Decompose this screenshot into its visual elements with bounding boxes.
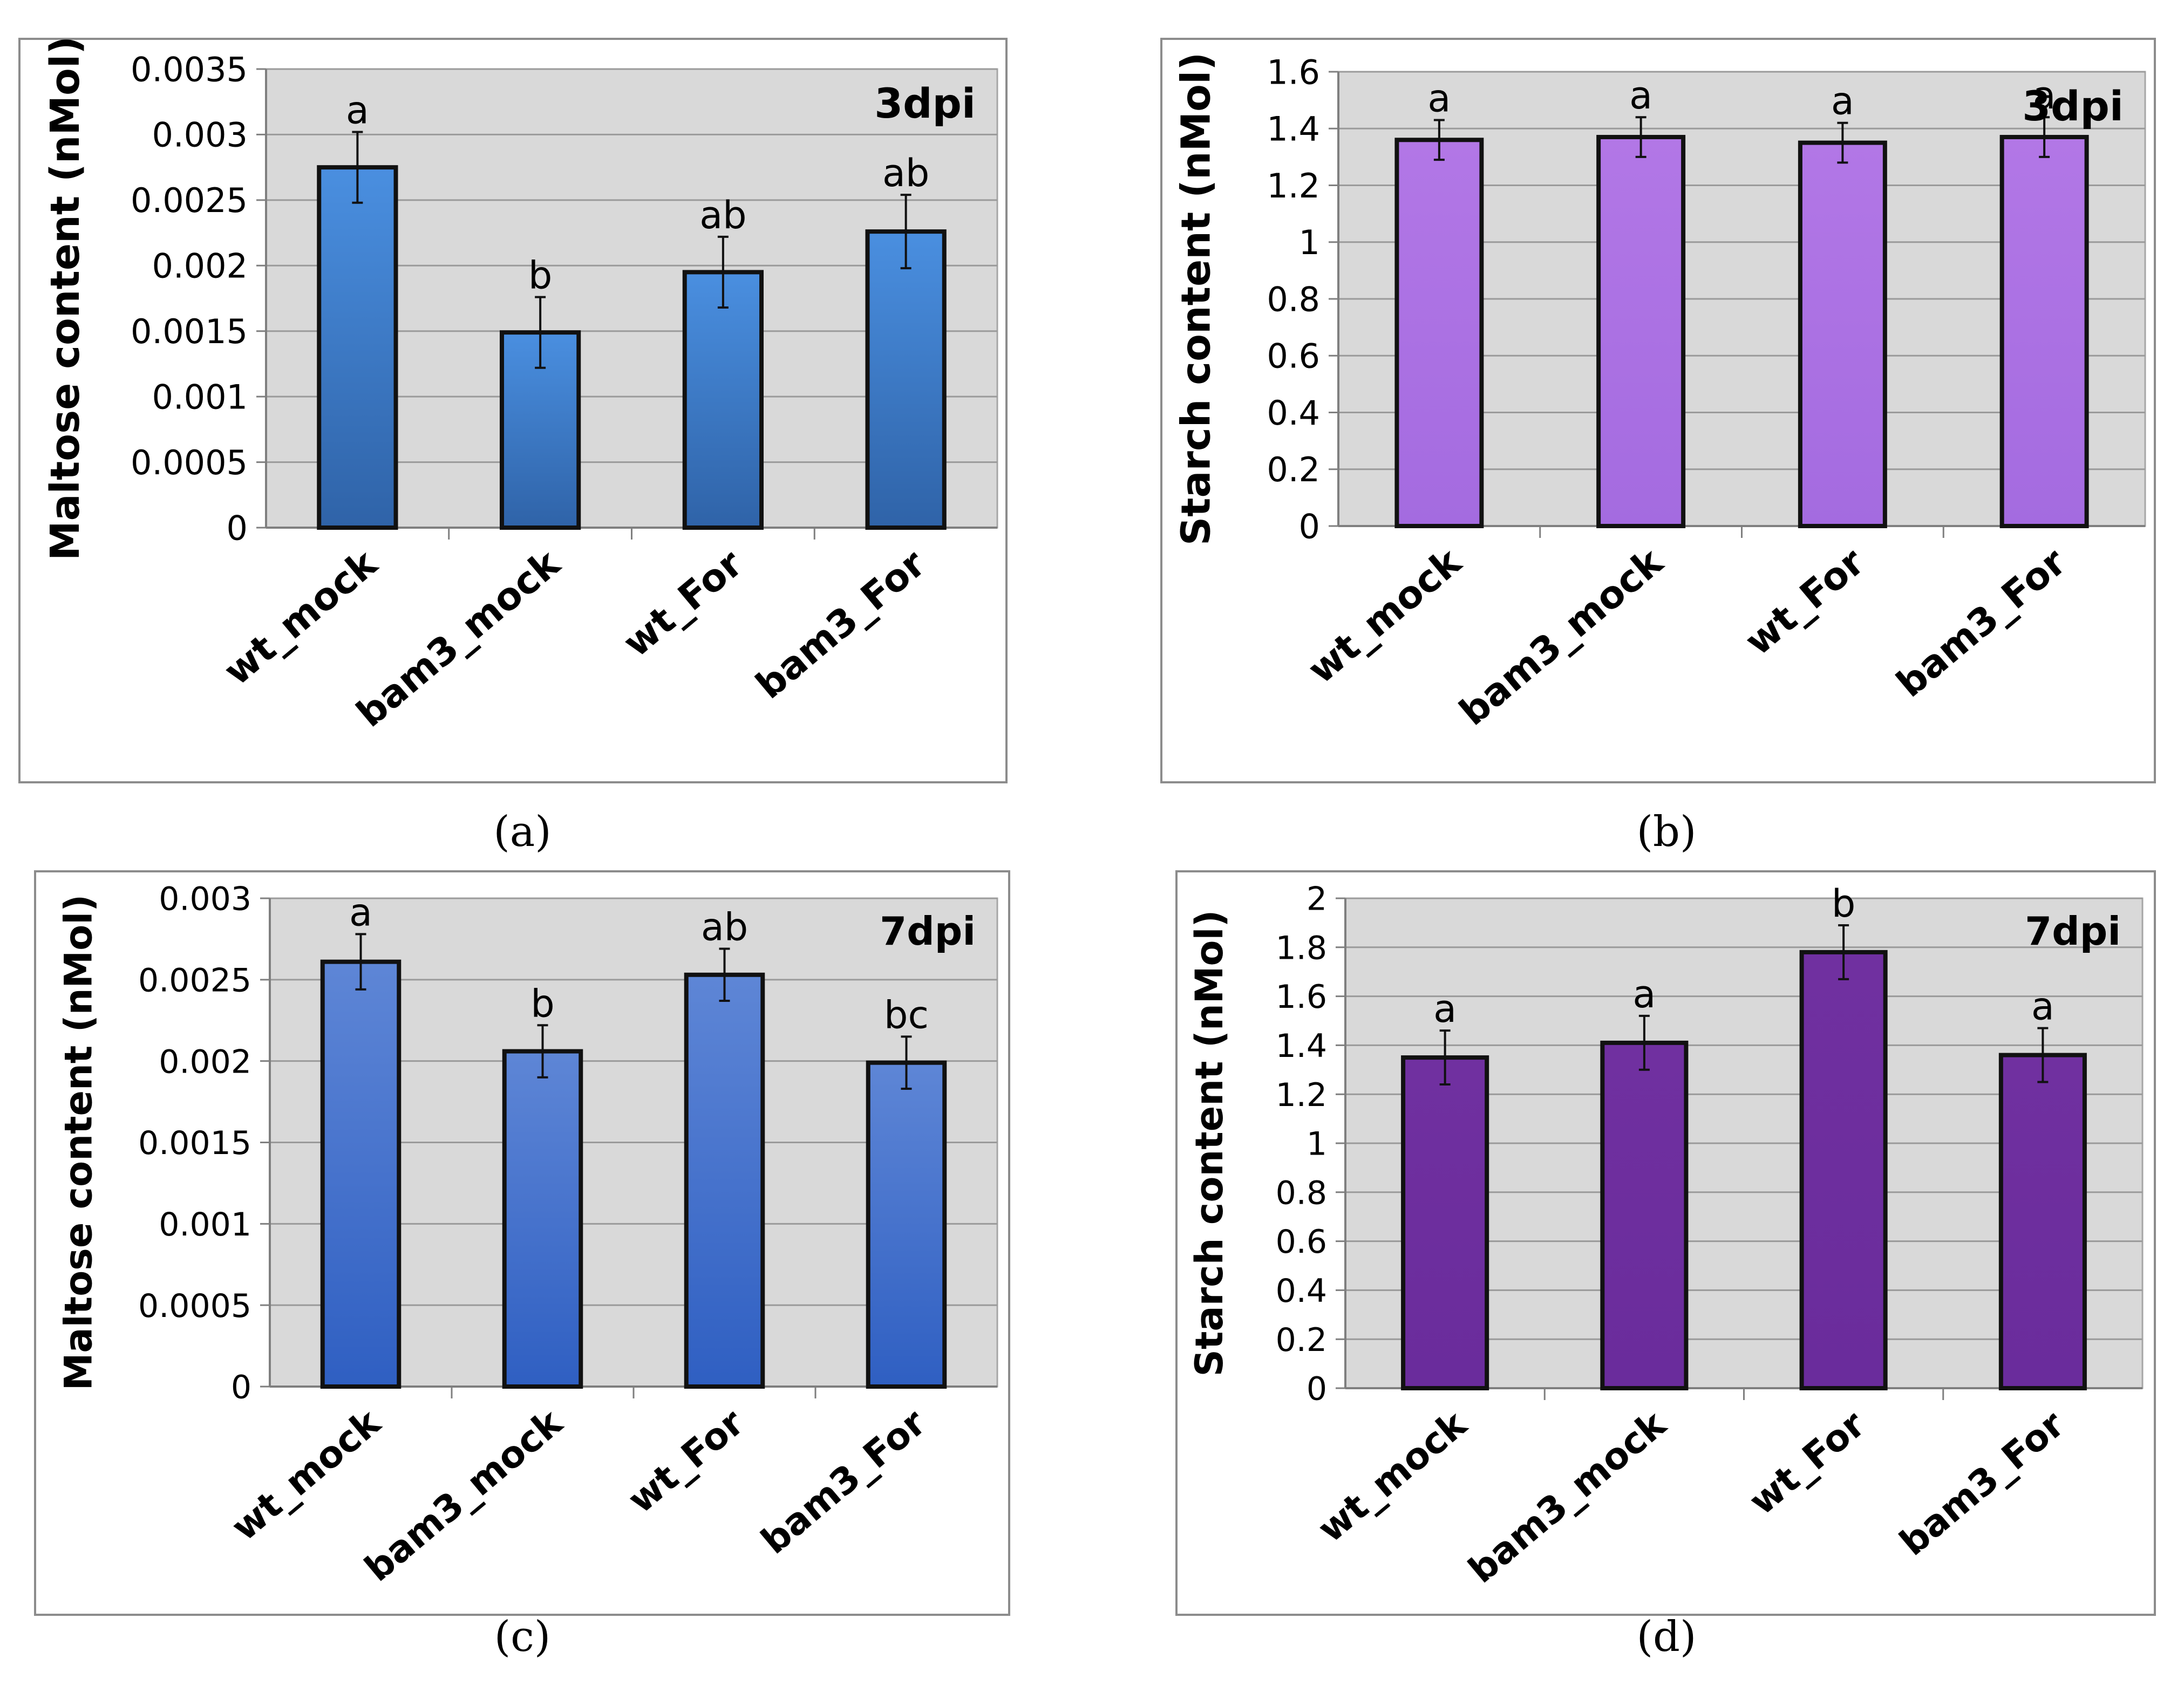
y-tick-label: 0 <box>1307 1370 1327 1408</box>
y-tick-label: 0.4 <box>1267 393 1320 433</box>
bar <box>1394 138 1484 528</box>
significance-label: b <box>1832 882 1855 926</box>
bar <box>866 1060 947 1389</box>
y-tick-label: 0.8 <box>1276 1174 1327 1212</box>
timepoint-tag: 3dpi <box>2022 82 2124 130</box>
significance-label: bc <box>884 993 929 1037</box>
chart-panel-1: 0 0.0005 0.001 0.0015 0.002 0.0025 0.003 0.0035… <box>18 36 1008 856</box>
y-axis-title: Starch content (nMol) <box>1173 52 1219 545</box>
y-tick-label: 1 <box>1307 1125 1327 1163</box>
panel-label: (c) <box>494 1613 551 1661</box>
significance-label: a <box>2033 73 2056 118</box>
bar <box>865 229 947 530</box>
significance-label: a <box>1831 79 1854 124</box>
significance-label: ab <box>701 905 748 950</box>
bar <box>1600 1040 1689 1390</box>
y-tick-label: 1.6 <box>1267 52 1320 92</box>
significance-label: a <box>349 890 372 934</box>
bar <box>320 959 402 1389</box>
y-tick-label: 1 <box>1299 223 1320 262</box>
y-tick-label: 0.0015 <box>138 1124 251 1162</box>
y-tick-label: 0.002 <box>159 1043 251 1081</box>
y-tick-label: 0 <box>227 508 248 548</box>
significance-label: a <box>1632 972 1656 1016</box>
y-tick-label: 0.0005 <box>131 443 248 482</box>
y-tick-label: 1.2 <box>1267 166 1320 206</box>
y-tick-label: 0.0005 <box>138 1287 251 1325</box>
y-tick-label: 0.003 <box>152 115 248 155</box>
panel-label: (d) <box>1637 1613 1697 1661</box>
bar <box>502 1049 583 1389</box>
y-tick-label: 0.8 <box>1267 279 1320 319</box>
bar <box>684 972 765 1389</box>
y-tick-label: 0.2 <box>1267 450 1320 489</box>
significance-label: a <box>1629 73 1652 118</box>
timepoint-tag: 3dpi <box>874 79 976 127</box>
y-axis-title: Maltose content (nMol) <box>57 895 101 1391</box>
y-tick-label: 2 <box>1307 880 1327 918</box>
significance-label: b <box>528 254 552 298</box>
bar <box>1998 1053 2087 1391</box>
bar <box>1798 140 1887 528</box>
y-tick-label: 0.0035 <box>131 50 248 89</box>
bar <box>1999 135 2089 529</box>
significance-label: a <box>1427 76 1451 120</box>
y-tick-label: 1.4 <box>1267 110 1320 149</box>
y-tick-label: 0.003 <box>159 880 251 918</box>
timepoint-tag: 7dpi <box>2025 909 2121 954</box>
y-tick-label: 0.6 <box>1276 1223 1327 1261</box>
bar <box>1401 1055 1489 1390</box>
y-tick-label: 0.001 <box>159 1206 251 1244</box>
y-tick-label: 0.6 <box>1267 337 1320 376</box>
bar <box>682 270 764 530</box>
significance-label: a <box>346 88 369 133</box>
panel-label: (b) <box>1637 808 1697 856</box>
significance-label: ab <box>882 151 929 195</box>
bar <box>1596 135 1686 529</box>
significance-label: a <box>2031 985 2054 1029</box>
y-tick-label: 0.002 <box>152 247 248 286</box>
y-tick-label: 1.8 <box>1276 929 1327 967</box>
y-tick-label: 0.001 <box>152 377 248 417</box>
significance-label: a <box>1433 987 1457 1031</box>
y-axis-title: Starch content (nMol) <box>1187 910 1232 1377</box>
y-tick-label: 1.2 <box>1276 1076 1327 1114</box>
significance-label: b <box>530 981 554 1026</box>
y-tick-label: 1.4 <box>1276 1027 1327 1065</box>
y-tick-label: 0.0025 <box>131 181 248 220</box>
y-axis-title: Maltose content (nMol) <box>42 36 89 561</box>
bar <box>317 165 398 530</box>
significance-label: ab <box>699 193 746 237</box>
y-tick-label: 0.2 <box>1276 1321 1327 1359</box>
bar <box>499 330 581 530</box>
y-tick-label: 0.0015 <box>131 312 248 351</box>
y-tick-label: 0.4 <box>1276 1272 1327 1310</box>
chart-panel-4: 0 0.2 0.4 0.6 0.8 1 1.2 1.4 1.6 1.8 2 Starch conten… <box>1175 870 2156 1661</box>
chart-panel-3: 0 0.0005 0.001 0.0015 0.002 0.0025 0.003 Maltos… <box>34 870 1010 1661</box>
y-tick-label: 1.6 <box>1276 978 1327 1016</box>
bar <box>1799 950 1888 1390</box>
timepoint-tag: 7dpi <box>880 909 976 954</box>
y-tick-label: 0 <box>231 1369 251 1407</box>
chart-panel-2: 0 0.2 0.4 0.6 0.8 1 1.2 1.4 1.6 Starch content (n… <box>1160 38 2156 856</box>
y-tick-label: 0 <box>1299 507 1320 546</box>
y-tick-label: 0.0025 <box>138 961 251 999</box>
panel-label: (a) <box>493 808 551 856</box>
